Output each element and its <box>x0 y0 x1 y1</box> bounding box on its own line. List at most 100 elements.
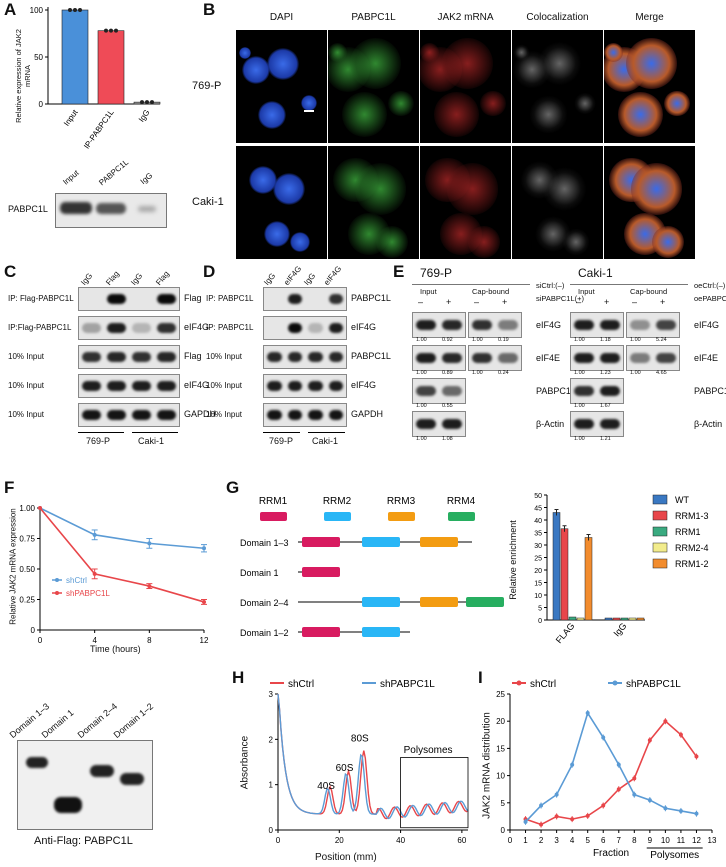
blot-c-bracket <box>132 432 178 433</box>
panel-label-d: D <box>203 262 216 281</box>
chart-f: 0 0.25 0.50 0.75 1.00 0 4 8 12 shCtrl shPABPC1L <box>19 504 209 645</box>
blot-c-bracket <box>78 432 124 433</box>
chart-g-bar <box>636 617 645 621</box>
blot-g-caption: Anti-Flag: PABPC1L <box>34 835 133 847</box>
blot-e-sign: + <box>502 297 508 307</box>
blot-e-row <box>570 411 624 437</box>
blot-e-value: 5.24 <box>656 337 667 343</box>
chart-i-ytick-label: 15 <box>496 744 505 753</box>
chart-h-series-line <box>277 693 469 820</box>
domain-diagram: RRM1 RRM2 RRM3 RRM4 Domain 1–3 Domain 1 Domain… <box>240 496 504 638</box>
chart-h-xtick-label: 0 <box>276 836 281 845</box>
blot-e-row <box>626 312 680 338</box>
chart-i-legend-swatch <box>516 680 522 686</box>
micro-col-label: Colocalization <box>526 12 589 23</box>
chart-g-ytick-label: 0 <box>538 618 542 625</box>
domain-title: RRM2 <box>323 496 352 507</box>
chart-f-point <box>147 584 152 589</box>
chart-f-ylabel: Relative JAK2 mRNA expression <box>8 508 18 625</box>
blot-e-row <box>468 312 522 338</box>
blot-c-row <box>78 287 180 311</box>
blot-e-group: Input <box>420 287 437 296</box>
blot-e-sign: – <box>474 297 480 307</box>
micro-col-label: JAK2 mRNA <box>437 12 494 23</box>
chart-f-legend-swatch <box>55 591 59 595</box>
blot-c-protein: eIF4G <box>184 322 210 332</box>
blot-d-cell: Caki-1 <box>312 436 339 446</box>
chart-f-legend-label: shPABPC1L <box>66 589 110 598</box>
chart-f-point <box>38 506 42 510</box>
blot-e-sign: – <box>576 297 582 307</box>
chart-f-legend-label: shCtrl <box>66 576 87 585</box>
construct-domain <box>302 627 340 637</box>
chart-h-ytick-label: 2 <box>269 735 274 744</box>
chart-f-point <box>202 599 206 604</box>
chart-g-ytick-label: 10 <box>534 593 542 600</box>
micro-image <box>236 30 327 143</box>
blot-e-sign: + <box>446 297 452 307</box>
blot-c-row <box>78 403 180 427</box>
construct-domain <box>420 597 458 607</box>
chart-g-legend-swatch <box>652 558 668 569</box>
chart-g-xtick-label: IgG <box>612 621 629 639</box>
construct-label: Domain 2–4 <box>240 598 289 608</box>
chart-g-legend-swatch <box>652 526 668 537</box>
chart-f-ytick-label: 0 <box>31 626 36 635</box>
blot-e-sign: – <box>418 297 424 307</box>
chart-f-point <box>92 571 97 576</box>
blot-e-protein: eIF4E <box>536 353 561 363</box>
blot-d-row <box>263 345 347 369</box>
chart-h-ylabel: Absorbance <box>239 735 251 790</box>
blot-c-protein: Flag <box>184 351 202 361</box>
blot-e-value: 1.00 <box>472 337 483 343</box>
chart-f-xtick-label: 12 <box>200 636 209 645</box>
chart-h-peak-label: 40S <box>317 781 335 792</box>
chart-i-xtick-label: 1 <box>523 836 528 845</box>
panel-label-f: F <box>4 478 15 497</box>
blot-e-value: 1.00 <box>630 337 641 343</box>
chart-g-ylabel: Relative enrichment <box>508 520 518 600</box>
blot-e-row <box>570 378 624 404</box>
blot-c-cell: 769-P <box>86 436 111 446</box>
chart-g-legend-label: RRM2-4 <box>675 543 709 553</box>
panel-label-h: H <box>232 668 245 687</box>
blot-d-row <box>263 316 347 340</box>
chart-a-point <box>109 28 113 33</box>
blot-d-row <box>263 374 347 398</box>
blot-e-title: Caki-1 <box>578 266 613 280</box>
chart-g-bar <box>628 617 637 621</box>
blot-a-lane-2: PABPC1L <box>97 157 131 188</box>
panel-label-b: B <box>203 0 216 19</box>
chart-a-xtick-label: IgG <box>137 108 152 124</box>
chart-h-ytick-label: 0 <box>269 826 274 835</box>
blot-d-lane: eIF4G <box>322 264 344 287</box>
chart-f-legend-swatch <box>55 578 59 582</box>
chart-a-ytick-label: 0 <box>39 100 44 109</box>
blot-d-protein: PABPC1L <box>351 293 391 303</box>
chart-f-ytick-label: 1.00 <box>19 504 35 513</box>
blot-c-row-label: 10% Input <box>8 381 45 390</box>
chart-a-point <box>68 8 72 12</box>
chart-a: 0 50 100 Input IP-PABPC1L IgG <box>30 6 161 151</box>
panel-label-e: E <box>393 262 405 281</box>
micro-image <box>420 30 511 143</box>
chart-i-xlabel: Fraction <box>593 848 629 859</box>
blot-d-protein: eIF4G <box>351 322 377 332</box>
blot-e-row <box>412 378 466 404</box>
chart-g-bar <box>576 617 585 621</box>
chart-i-ytick-label: 20 <box>496 717 505 726</box>
scale-bar <box>304 110 314 112</box>
chart-a-ytick-label: 100 <box>30 6 44 15</box>
blot-c-lane: IgG <box>129 271 145 287</box>
blot-a <box>55 193 167 228</box>
blot-c-row <box>78 316 180 340</box>
chart-i-xlabel-polysomes: Polysomes <box>650 850 699 861</box>
construct-domain <box>466 597 504 607</box>
blot-e-value: 1.00 <box>416 337 427 343</box>
chart-f-ytick-label: 0.75 <box>19 535 35 544</box>
blot-e-value: 1.00 <box>574 403 585 409</box>
chart-g-bar <box>604 617 613 621</box>
chart-i-series-line <box>524 711 697 823</box>
chart-h-xtick-label: 20 <box>335 836 344 845</box>
chart-h-legend-label: shPABPC1L <box>380 679 435 690</box>
